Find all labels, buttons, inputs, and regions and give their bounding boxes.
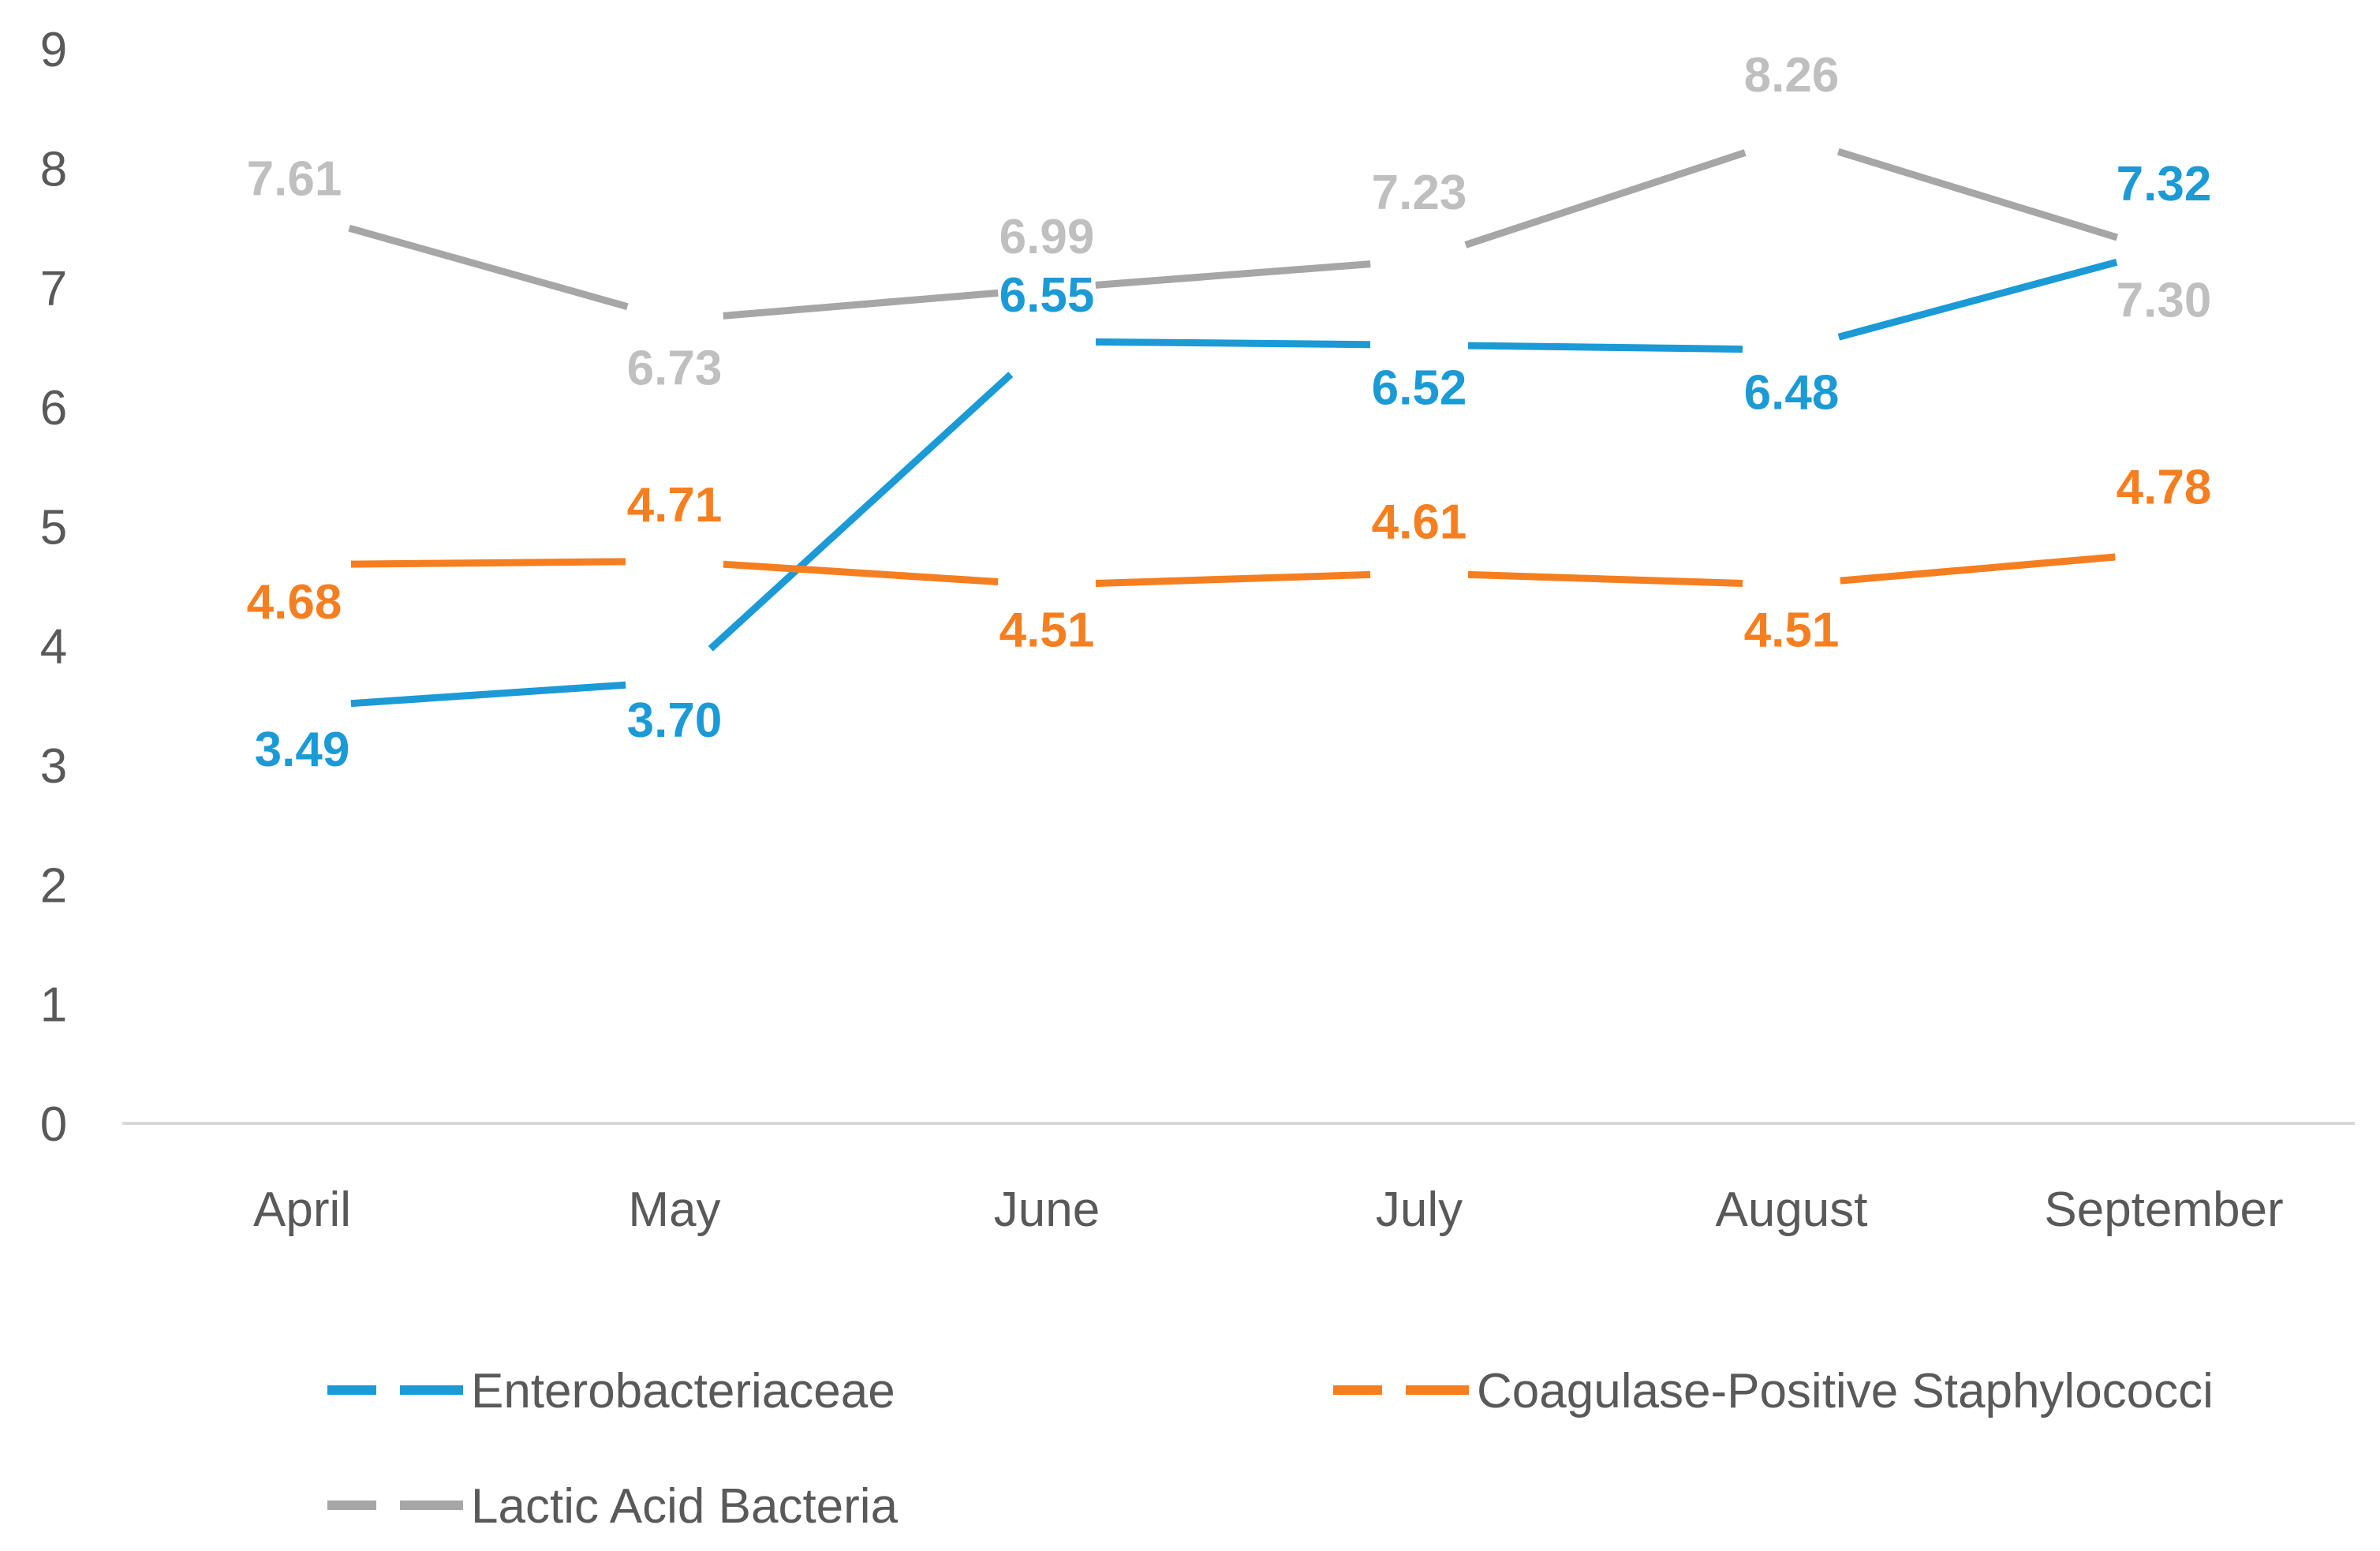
series-segment [1467, 342, 1743, 353]
series-lines [348, 148, 2119, 708]
data-label-enterobacteriaceae: 6.55 [999, 268, 1095, 323]
x-tick-label-august: August [1715, 1183, 1867, 1237]
y-tick-label: 4 [40, 620, 67, 675]
series-enterobacteriaceae [350, 259, 2118, 708]
series-segment [723, 560, 999, 586]
legend-label: Enterobacteriaceae [471, 1364, 895, 1418]
series-segment [723, 289, 999, 320]
legend-label: Lactic Acid Bacteria [471, 1479, 899, 1534]
y-tick-label: 8 [40, 142, 67, 196]
data-label-coagulase-positive-staphylococci: 4.51 [999, 603, 1095, 657]
x-tick-label-april: April [253, 1183, 351, 1237]
data-labels: 3.49 3.70 6.55 6.52 6.48 7.32 4.68 4.71 4.51 4.61… [247, 48, 2212, 777]
series-segment [1467, 570, 1743, 587]
series-segment [1095, 570, 1371, 587]
y-tick-label: 2 [40, 858, 67, 913]
y-tick-label: 5 [40, 500, 67, 555]
series-segment [348, 224, 629, 311]
legend: Enterobacteriaceae Coagulase-Positive Sta… [327, 1364, 2214, 1534]
x-tick-label-september: September [2044, 1183, 2283, 1237]
data-label-coagulase-positive-staphylococci: 4.68 [247, 575, 342, 630]
x-tick-label-may: May [628, 1183, 720, 1237]
y-axis-ticks: 0 1 2 3 4 5 6 7 8 9 [40, 23, 67, 1152]
y-tick-label: 3 [40, 739, 67, 794]
x-tick-label-july: July [1376, 1183, 1463, 1237]
data-label-lactic-acid-bacteria: 8.26 [1744, 48, 1840, 103]
series-lactic-acid-bacteria [348, 148, 2119, 320]
data-label-coagulase-positive-staphylococci: 4.61 [1372, 495, 1467, 549]
series-segment [1837, 259, 2118, 341]
data-label-enterobacteriaceae: 6.52 [1372, 361, 1467, 415]
legend-label: Coagulase-Positive Staphylococci [1477, 1364, 2214, 1418]
x-tick-label-june: June [994, 1183, 1100, 1237]
data-label-enterobacteriaceae: 6.48 [1744, 365, 1840, 420]
data-label-enterobacteriaceae: 3.70 [627, 693, 723, 748]
data-label-coagulase-positive-staphylococci: 4.71 [627, 478, 723, 533]
x-axis-ticks: April May June July August September [253, 1183, 2284, 1237]
data-label-coagulase-positive-staphylococci: 4.51 [1744, 603, 1840, 657]
data-label-lactic-acid-bacteria: 6.73 [627, 342, 723, 396]
y-tick-label: 0 [40, 1097, 67, 1152]
data-label-coagulase-positive-staphylococci: 4.78 [2117, 461, 2212, 515]
series-segment [1464, 149, 1747, 249]
series-coagulase-positive-staphylococci [350, 553, 2116, 587]
data-label-enterobacteriaceae: 7.32 [2117, 157, 2212, 211]
y-tick-label: 6 [40, 381, 67, 435]
series-segment [350, 681, 626, 708]
series-segment [350, 558, 626, 568]
legend-item-lactic-acid-bacteria: Lactic Acid Bacteria [327, 1479, 899, 1534]
y-tick-label: 9 [40, 23, 67, 77]
series-segment [1095, 260, 1371, 289]
legend-item-coagulase-positive-staphylococci: Coagulase-Positive Staphylococci [1333, 1364, 2214, 1418]
data-label-lactic-acid-bacteria: 7.30 [2117, 273, 2212, 327]
y-tick-label: 7 [40, 262, 67, 316]
legend-item-enterobacteriaceae: Enterobacteriaceae [327, 1364, 895, 1418]
data-label-lactic-acid-bacteria: 6.99 [999, 210, 1095, 264]
series-segment [708, 372, 1014, 652]
data-label-lactic-acid-bacteria: 7.23 [1372, 166, 1467, 220]
series-segment [1836, 148, 2119, 241]
data-label-lactic-acid-bacteria: 7.61 [247, 151, 342, 206]
series-segment [1095, 338, 1371, 349]
data-label-enterobacteriaceae: 3.49 [255, 723, 350, 777]
y-tick-label: 1 [40, 978, 67, 1033]
series-segment [1840, 553, 2116, 585]
